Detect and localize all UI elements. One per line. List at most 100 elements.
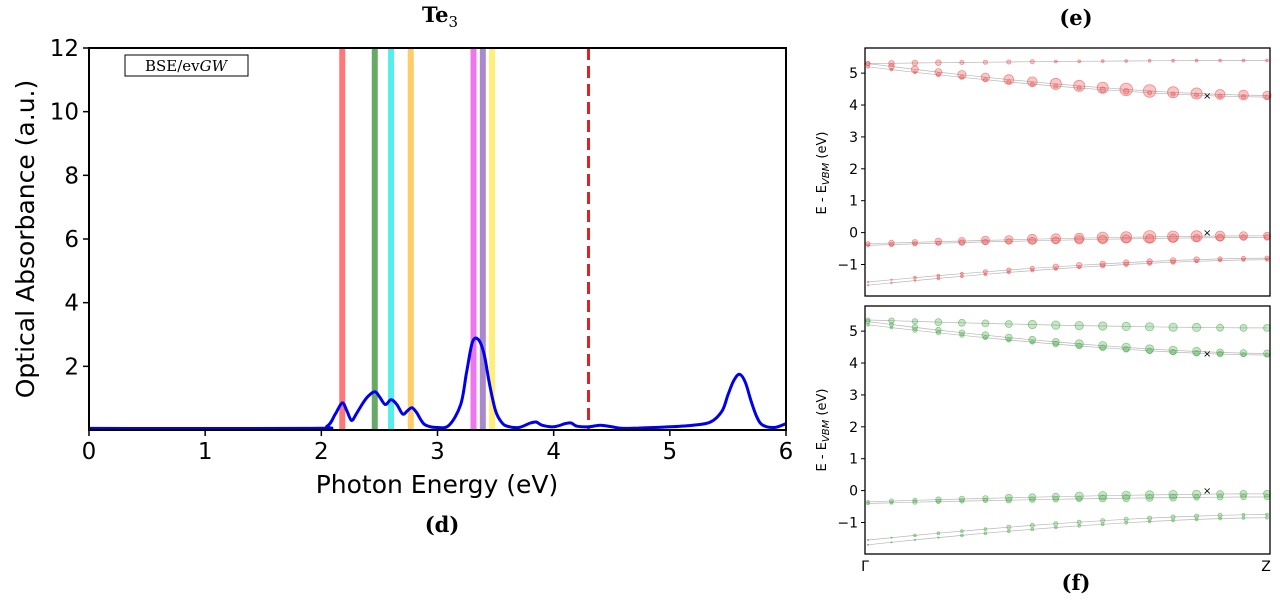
y-axis-label: E - EVBM (eV)	[815, 132, 832, 215]
band-point	[1054, 267, 1058, 271]
y-axis-label: E - EVBM (eV)	[815, 389, 832, 472]
band-point	[982, 59, 988, 65]
band-point	[1241, 258, 1246, 262]
band-point	[1122, 494, 1131, 503]
y-tick-label: 0	[849, 226, 858, 242]
band-point	[1052, 340, 1059, 348]
band-point	[1241, 512, 1246, 517]
band-point	[1217, 512, 1223, 518]
band-point	[1171, 518, 1175, 523]
band-point	[1028, 236, 1037, 245]
y-tick-label: 1	[849, 452, 858, 468]
band-point	[1051, 236, 1060, 245]
band-point	[1147, 90, 1153, 96]
band-point	[1264, 352, 1270, 358]
band-point	[1006, 59, 1012, 65]
y-tick-label: 3	[849, 388, 858, 404]
band-point	[1265, 58, 1269, 63]
band-point	[1241, 94, 1247, 100]
band-point	[888, 317, 895, 324]
band-point	[889, 500, 894, 505]
band-point	[1098, 494, 1107, 503]
band-point	[1006, 79, 1012, 85]
band-point	[982, 77, 988, 83]
band-point	[865, 317, 871, 323]
band-point	[866, 501, 870, 506]
band-point	[1099, 344, 1106, 351]
band-point	[1005, 497, 1012, 504]
band-point	[866, 538, 870, 542]
band-point	[1218, 58, 1222, 63]
band-point	[1099, 86, 1106, 93]
band-point	[890, 278, 893, 281]
band-point	[960, 529, 964, 533]
band-point	[1145, 322, 1155, 332]
x-tick-label: 1	[198, 439, 213, 465]
band-point	[1030, 268, 1035, 273]
band-point	[1006, 529, 1011, 533]
x-axis-ticks: 0 1 2 3 4 5 6	[82, 430, 793, 465]
band-point	[1145, 493, 1154, 502]
band-point	[1005, 238, 1012, 245]
band-line-5	[867, 257, 1268, 283]
band-point	[1029, 339, 1035, 345]
band-point	[1241, 58, 1246, 63]
absorbance-curve	[88, 336, 787, 431]
band-point	[911, 65, 919, 74]
band-point	[1051, 320, 1061, 330]
band-line-0	[867, 60, 1267, 64]
band-point	[1168, 233, 1178, 243]
band-point	[912, 241, 918, 247]
plot-frame	[864, 305, 1271, 555]
band-point	[1077, 523, 1081, 528]
band-point	[1216, 494, 1224, 501]
band-point	[1217, 93, 1223, 99]
band-point	[1265, 515, 1269, 520]
band-point	[1123, 516, 1129, 522]
band-point	[936, 276, 941, 281]
x-tick-label: 5	[663, 439, 678, 465]
y-tick-label: 10	[50, 100, 79, 126]
band-point	[1006, 337, 1012, 343]
band-point	[983, 527, 988, 531]
band-point	[1216, 323, 1224, 332]
band-point	[1077, 59, 1081, 64]
band-point	[1193, 350, 1200, 357]
band-line-2	[867, 66, 1268, 98]
band-line-2	[867, 324, 1268, 356]
band-point	[1218, 516, 1222, 521]
panel-label-d: (d)	[425, 512, 460, 537]
band-point	[1142, 230, 1157, 244]
band-point	[982, 335, 988, 341]
band-point	[1004, 320, 1013, 328]
band-point	[913, 538, 917, 542]
band-point	[1054, 525, 1058, 530]
x-tick-label: 2	[314, 439, 329, 465]
band-point	[959, 60, 965, 66]
band-point	[1100, 522, 1105, 527]
band-point	[1122, 88, 1130, 95]
band-point	[866, 284, 870, 287]
band-point	[1147, 519, 1152, 524]
band-point	[937, 536, 940, 539]
panel-label-f: (f)	[1062, 570, 1091, 595]
band-point	[1240, 234, 1247, 241]
band-point	[890, 541, 893, 544]
y-tick-label: 5	[849, 324, 858, 340]
band-point	[959, 332, 965, 338]
band-point	[913, 275, 917, 280]
band-point	[1192, 322, 1202, 332]
x-axis-label: Photon Energy (eV)	[316, 470, 559, 499]
x-tick-label-gamma: Γ	[861, 559, 869, 575]
band-point	[1119, 82, 1133, 97]
band-point	[1145, 490, 1155, 500]
band-point	[1124, 520, 1128, 525]
band-point	[1241, 352, 1247, 358]
band-point	[911, 59, 919, 67]
kpoint-marker: ×	[1203, 486, 1211, 497]
band-line-6	[867, 259, 1268, 286]
band-line-0	[867, 319, 1267, 329]
band-point	[1170, 259, 1176, 265]
y-tick-label: 2	[64, 354, 79, 380]
plot-frame	[864, 47, 1271, 297]
